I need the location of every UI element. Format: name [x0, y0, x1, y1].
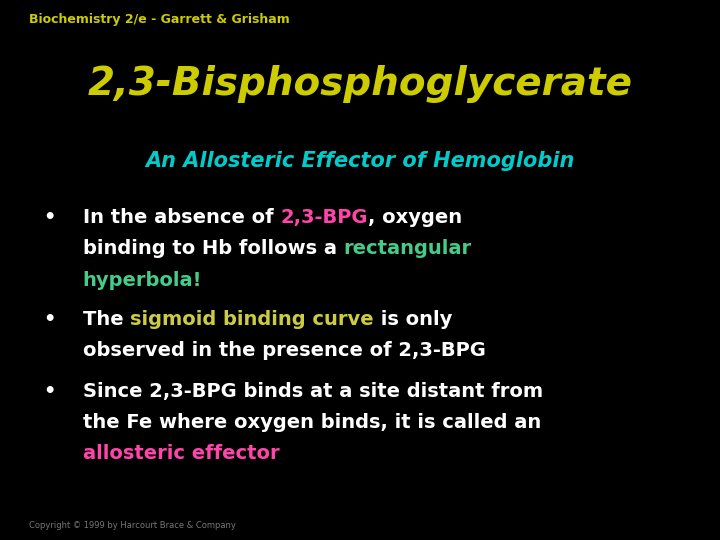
Text: Copyright © 1999 by Harcourt Brace & Company: Copyright © 1999 by Harcourt Brace & Com…	[29, 521, 235, 530]
Text: Since 2,3-BPG binds at a site distant from: Since 2,3-BPG binds at a site distant fr…	[83, 382, 543, 401]
Text: observed in the presence of 2,3-BPG: observed in the presence of 2,3-BPG	[83, 341, 486, 360]
Text: allosteric effector: allosteric effector	[83, 444, 279, 463]
Text: the Fe where oxygen binds, it is called an: the Fe where oxygen binds, it is called …	[83, 413, 541, 432]
Text: •: •	[43, 309, 55, 329]
Text: , oxygen: , oxygen	[368, 208, 462, 227]
Text: •: •	[43, 382, 55, 401]
Text: is only: is only	[374, 309, 452, 329]
Text: binding to Hb follows a: binding to Hb follows a	[83, 239, 343, 258]
Text: 2,3-Bisphosphoglycerate: 2,3-Bisphosphoglycerate	[88, 65, 632, 103]
Text: In the absence of: In the absence of	[83, 208, 280, 227]
Text: hyperbola!: hyperbola!	[83, 271, 202, 289]
Text: 2,3-BPG: 2,3-BPG	[280, 208, 368, 227]
Text: The: The	[83, 309, 130, 329]
Text: Biochemistry 2/e - Garrett & Grisham: Biochemistry 2/e - Garrett & Grisham	[29, 14, 289, 26]
Text: rectangular: rectangular	[343, 239, 472, 258]
Text: •: •	[43, 208, 55, 227]
Text: sigmoid binding curve: sigmoid binding curve	[130, 309, 374, 329]
Text: An Allosteric Effector of Hemoglobin: An Allosteric Effector of Hemoglobin	[145, 151, 575, 171]
